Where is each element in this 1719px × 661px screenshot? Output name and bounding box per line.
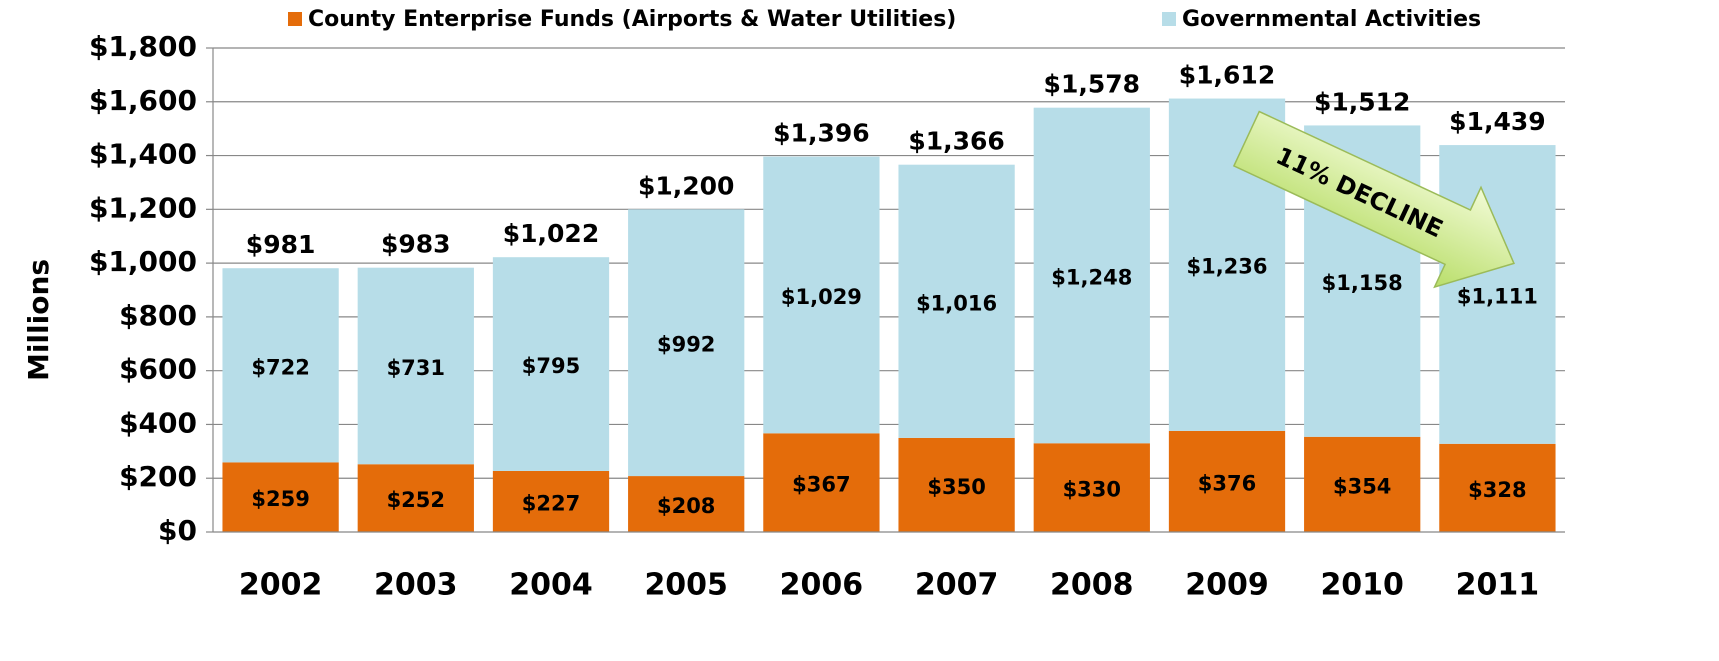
bar-segment [357,464,474,532]
value-label: $1,029 [781,285,862,309]
value-label: $1,248 [1051,265,1132,289]
value-label: $992 [657,333,715,357]
y-axis-label: Millions [22,259,55,381]
total-label: $983 [381,230,451,259]
x-tick-label: 2011 [1456,568,1540,603]
bar-segment [492,470,610,532]
value-label: $1,236 [1186,255,1267,279]
bar-segment [222,268,339,463]
bar-segment [628,209,745,477]
value-label: $367 [792,473,850,497]
value-label: $227 [522,491,580,515]
bar-segment [1439,443,1556,532]
y-tick-label: $1,400 [89,138,197,171]
x-tick-label: 2002 [239,568,323,603]
bar-segment [492,257,610,471]
bar-segment [898,437,1015,532]
total-label: $1,396 [773,119,869,148]
y-tick-label: $800 [119,299,197,332]
y-tick-label: $1,800 [89,30,197,63]
y-tick-label: $0 [158,514,197,547]
bar-segment [1439,145,1556,444]
total-label: $1,512 [1314,87,1410,116]
y-tick-label: $1,200 [89,191,197,224]
bar-segment [898,164,1015,438]
value-label: $252 [387,488,445,512]
bar-segment [1168,430,1286,532]
value-label: $731 [387,356,445,380]
bar-segment [1033,443,1150,532]
arrow-shape [1232,110,1515,289]
value-label: $354 [1333,474,1391,498]
value-label: $1,016 [916,291,997,315]
value-label: $722 [251,355,309,379]
value-label: $795 [522,354,580,378]
legend-swatch [1162,12,1176,26]
bar-segment [628,476,745,532]
legend-label: County Enterprise Funds (Airports & Wate… [308,7,956,32]
total-label: $1,366 [908,127,1004,156]
value-label: $1,158 [1322,271,1403,295]
bar-segment [357,267,474,465]
total-label: $1,578 [1044,70,1140,99]
x-tick-label: 2009 [1185,568,1269,603]
x-tick-label: 2007 [915,568,999,603]
value-label: $328 [1468,478,1526,502]
value-label: $330 [1063,478,1121,502]
y-tick-label: $1,000 [89,245,197,278]
bar-segment [763,156,880,434]
legend-label: Governmental Activities [1182,7,1481,32]
bar-segment [1304,436,1421,532]
total-label: $1,022 [503,219,599,248]
value-label: $259 [251,487,309,511]
value-label: $208 [657,494,715,518]
plot-area: $0 $200 $400 $600 $800 $1,000 $1,200 $1,400 $1,6… [89,7,1565,603]
bar-segment [1033,107,1150,444]
total-label: $1,200 [638,171,734,200]
value-label: $376 [1198,471,1256,495]
x-tick-label: 2003 [374,568,458,603]
value-label: $350 [927,475,985,499]
x-tick-label: 2006 [780,568,864,603]
y-tick-label: $400 [119,406,197,439]
x-tick-label: 2004 [509,568,593,603]
total-label: $1,612 [1179,61,1275,90]
y-tick-label: $200 [119,460,197,493]
y-tick-label: $600 [119,353,197,386]
bar-segment [222,462,339,532]
x-tick-label: 2008 [1050,568,1134,603]
bar-segment [763,433,880,532]
legend-swatch [288,12,302,26]
total-label: $1,439 [1449,107,1545,136]
x-tick-label: 2010 [1320,568,1404,603]
total-label: $981 [246,230,316,259]
value-label: $1,111 [1457,284,1538,308]
y-tick-label: $1,600 [89,84,197,117]
x-tick-label: 2005 [644,568,728,603]
